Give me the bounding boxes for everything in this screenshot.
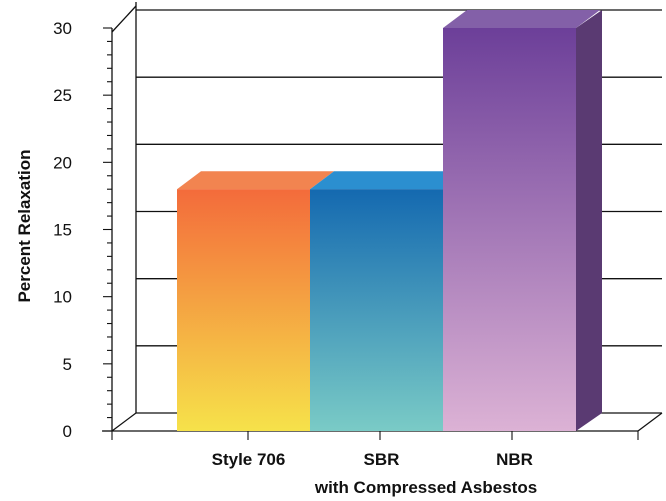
bar-top-1 xyxy=(310,171,467,190)
bar-side-2 xyxy=(576,10,602,431)
y-tick-label: 5 xyxy=(63,355,72,374)
bar-layer xyxy=(177,10,602,431)
y-tick-label: 10 xyxy=(53,288,72,307)
y-tick-label: 20 xyxy=(53,153,72,172)
y-tick-label: 25 xyxy=(53,86,72,105)
y-tick-label: 0 xyxy=(63,422,72,441)
bar-1 xyxy=(310,189,443,431)
y-tick-label: 30 xyxy=(53,19,72,38)
x-category-label: NBR xyxy=(496,450,533,469)
y-tick-label: 15 xyxy=(53,221,72,240)
bar-top-2 xyxy=(443,10,600,28)
depth-edge-top xyxy=(111,5,137,33)
x-category-label: SBR xyxy=(364,450,400,469)
x-axis-title: with Compressed Asbestos xyxy=(314,478,537,497)
y-axis-title: Percent Relaxation xyxy=(15,149,34,302)
x-category-label: Style 706 xyxy=(212,450,286,469)
floor-left-edge xyxy=(111,412,137,432)
label-layer: Percent Relaxation with Compressed Asbes… xyxy=(15,149,537,497)
bar-2 xyxy=(443,28,576,431)
bar-0 xyxy=(177,189,310,431)
bar-top-0 xyxy=(177,171,334,190)
floor-right-edge xyxy=(637,412,663,432)
